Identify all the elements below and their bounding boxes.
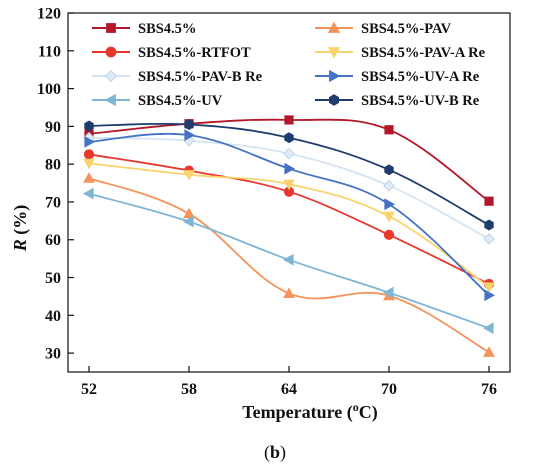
data-point-sbs4-5-uv <box>382 286 394 299</box>
data-point-sbs4-5-uv-a-re <box>384 198 396 211</box>
data-point-sbs4-5-uv-a-re <box>284 162 296 175</box>
legend-label-sbs4-5-rtfot: SBS4.5%-RTFOT <box>138 45 251 61</box>
data-point-sbs4-5-uv-a-re <box>484 289 496 302</box>
data-point-sbs4-5-uv-b-re <box>284 132 294 144</box>
data-point-sbs4-5-pav-b-re <box>483 233 495 245</box>
legend-marker-sbs4-5-uv-a-re <box>329 69 341 83</box>
y-tick-label: 120 <box>37 6 61 23</box>
data-point-sbs4-5-pav-a-re <box>183 170 195 181</box>
legend-marker-sbs4-5-pav <box>327 21 341 33</box>
data-point-sbs4-5-uv-b-re <box>84 120 94 132</box>
legend-marker-sbs4-5-uv <box>104 93 116 107</box>
legend-label-sbs4-5-uv-b-re: SBS4.5%-UV-B Re <box>361 93 480 109</box>
data-point-sbs4-5-uv <box>182 215 194 228</box>
data-point-sbs4-5-uv <box>482 322 494 335</box>
data-point-sbs4-5-pav <box>83 172 95 183</box>
data-point-sbs4-5-pav-a-re <box>283 179 295 191</box>
y-tick-label: 30 <box>45 346 61 363</box>
data-point-sbs4-5-uv <box>82 187 94 200</box>
y-axis-title-symbol: R <box>10 239 30 252</box>
legend: SBS4.5% SBS4.5%-PAV SBS4.5%-RTFOT SBS4.5%-P… <box>92 21 486 109</box>
y-tick-label: 60 <box>45 232 61 249</box>
y-tick-label: 80 <box>45 157 61 174</box>
y-axis-title-unit: (%) <box>10 205 31 240</box>
legend-label-sbs4-5: SBS4.5% <box>138 21 196 37</box>
y-tick-label: 100 <box>37 81 61 98</box>
legend-marker-sbs4-5 <box>106 23 116 33</box>
x-tick-label: 70 <box>381 381 397 398</box>
data-point-sbs4-5-uv-b-re <box>384 164 394 176</box>
x-axis-title-degree: o <box>353 400 359 414</box>
data-point-sbs4-5-pav-a-re <box>83 158 95 170</box>
data-point-sbs4-5-pav <box>483 346 495 357</box>
data-point-sbs4-5-pav-a-re <box>383 211 395 223</box>
data-point-sbs4-5-uv-a-re <box>84 136 96 148</box>
x-tick-label: 58 <box>181 381 197 398</box>
x-axis-title-unit: C) <box>359 402 378 423</box>
y-tick-label: 50 <box>45 270 61 287</box>
legend-marker-sbs4-5-pav-a-re <box>327 47 341 59</box>
legend-label-sbs4-5-pav-b-re: SBS4.5%-PAV-B Re <box>138 69 263 85</box>
data-point-sbs4-5-rtfot <box>83 149 95 160</box>
x-tick-label: 52 <box>81 381 97 398</box>
legend-marker-sbs4-5-uv-b-re <box>328 94 340 106</box>
legend-label-sbs4-5-pav: SBS4.5%-PAV <box>361 21 452 37</box>
data-point-sbs4-5-pav-a-re <box>483 282 495 294</box>
y-axis-title: R (%) <box>10 205 31 253</box>
y-tick-label: 110 <box>38 43 61 60</box>
x-tick-label: 64 <box>281 381 297 398</box>
data-point-sbs4-5-uv-a-re <box>184 129 196 141</box>
x-tick-label: 76 <box>481 381 497 398</box>
y-tick-label: 40 <box>45 308 61 325</box>
axes: 30 40 50 60 70 80 90 100 110 120 52 58 64 70 76 <box>37 6 511 398</box>
legend-label-sbs4-5-uv: SBS4.5%-UV <box>138 93 223 109</box>
data-point-sbs4-5 <box>284 115 294 125</box>
series-line-sbs4-5-pav <box>88 177 490 354</box>
legend-marker-sbs4-5-rtfot <box>105 46 117 58</box>
caption-close: ) <box>280 442 286 463</box>
data-point-sbs4-5-uv <box>282 253 294 266</box>
series-markers <box>82 115 496 357</box>
x-axis-title-main: Temperature ( <box>242 402 352 423</box>
y-tick-label: 90 <box>45 119 61 136</box>
data-point-sbs4-5-uv-b-re <box>184 119 194 130</box>
series-line-sbs4-5-rtfot <box>88 153 490 285</box>
legend-label-sbs4-5-pav-a-re: SBS4.5%-PAV-A Re <box>361 45 486 61</box>
figure-caption: (b) <box>264 442 286 463</box>
legend-label-sbs4-5-uv-a-re: SBS4.5%-UV-A Re <box>361 69 480 85</box>
data-point-sbs4-5 <box>484 196 494 206</box>
data-point-sbs4-5-pav-b-re <box>383 179 395 192</box>
data-point-sbs4-5-pav-b-re <box>283 147 295 160</box>
data-point-sbs4-5-rtfot <box>383 229 395 240</box>
data-point-sbs4-5 <box>384 125 394 135</box>
caption-open: ( <box>264 442 270 463</box>
data-point-sbs4-5-pav <box>283 287 295 299</box>
x-axis-title: Temperature (oC) <box>242 400 377 423</box>
y-tick-label: 70 <box>45 194 61 211</box>
data-point-sbs4-5-uv-b-re <box>484 219 494 231</box>
caption-letter: b <box>270 442 280 462</box>
data-point-sbs4-5-pav <box>183 207 195 219</box>
legend-marker-sbs4-5-pav-b-re <box>104 69 118 83</box>
